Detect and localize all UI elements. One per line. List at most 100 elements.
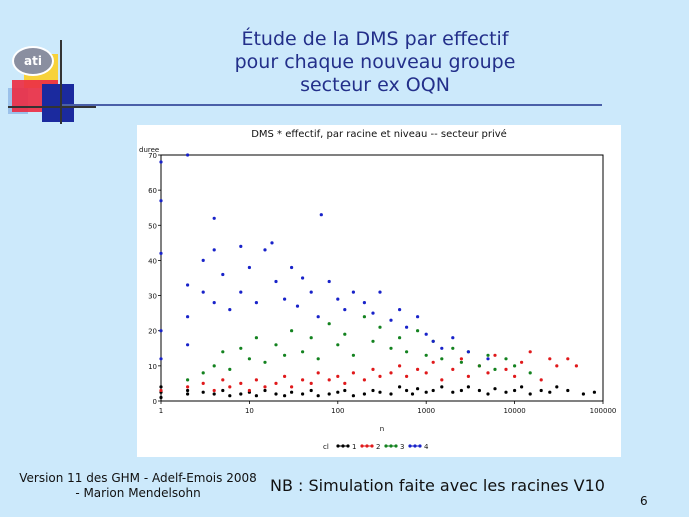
data-point-cl4 xyxy=(319,213,323,217)
legend-marker-cl1 xyxy=(346,444,350,448)
ati-logo: ati xyxy=(8,40,98,130)
logo-oval: ati xyxy=(12,46,54,76)
scatter-chart: DMS * effectif, par racine et niveau -- … xyxy=(137,125,621,457)
data-point-cl3 xyxy=(405,350,409,354)
data-point-cl1 xyxy=(221,388,225,393)
legend-marker-cl2 xyxy=(365,444,369,448)
data-point-cl3 xyxy=(513,364,517,368)
data-point-cl1 xyxy=(212,392,216,396)
legend-label-cl2: 2 xyxy=(376,443,380,451)
data-point-cl3 xyxy=(247,357,251,361)
data-point-cl4 xyxy=(263,248,267,252)
data-point-cl2 xyxy=(283,374,287,378)
footer-version-line2: - Marion Mendelsohn xyxy=(75,486,201,500)
data-point-cl1 xyxy=(581,392,585,396)
data-point-cl3 xyxy=(301,350,305,354)
data-point-cl4 xyxy=(159,329,163,333)
data-point-cl4 xyxy=(405,325,409,329)
data-point-cl2 xyxy=(327,378,331,382)
chart-title: DMS * effectif, par racine et niveau -- … xyxy=(251,128,507,140)
data-point-cl2 xyxy=(290,385,294,389)
data-point-cl1 xyxy=(371,388,375,393)
data-point-cl1 xyxy=(504,390,508,394)
legend-label-cl3: 3 xyxy=(400,443,404,451)
data-point-cl1 xyxy=(283,394,287,398)
data-point-cl1 xyxy=(539,388,543,393)
data-point-cl4 xyxy=(159,357,163,361)
data-point-cl2 xyxy=(362,378,366,382)
data-point-cl1 xyxy=(548,390,552,394)
data-point-cl2 xyxy=(239,381,243,385)
x-tick-label: 100 xyxy=(331,407,344,415)
data-point-cl1 xyxy=(336,390,340,394)
y-axis-label: duree xyxy=(139,146,159,154)
data-point-cl1 xyxy=(466,385,470,389)
legend-marker-cl3 xyxy=(384,444,388,448)
data-point-cl4 xyxy=(295,304,300,308)
data-point-cl2 xyxy=(212,388,216,393)
data-point-cl2 xyxy=(466,374,470,378)
legend-label-cl4: 4 xyxy=(424,443,429,451)
slide-title-line2: pour chaque nouveau groupe xyxy=(234,51,516,73)
data-point-cl2 xyxy=(201,381,205,385)
data-point-cl4 xyxy=(186,283,190,287)
legend-marker-cl4 xyxy=(408,444,412,448)
data-point-cl4 xyxy=(389,318,393,322)
data-point-cl2 xyxy=(301,378,305,382)
data-point-cl4 xyxy=(351,290,355,294)
x-tick-label: 1 xyxy=(159,407,163,415)
legend-marker-cl3 xyxy=(394,444,398,448)
data-point-cl4 xyxy=(301,276,305,280)
data-point-cl3 xyxy=(451,346,455,350)
data-point-cl2 xyxy=(486,371,490,375)
data-point-cl3 xyxy=(378,325,382,329)
x-tick-label: 100000 xyxy=(590,407,617,415)
data-point-cl1 xyxy=(327,392,331,396)
data-point-cl4 xyxy=(451,336,455,340)
data-point-cl2 xyxy=(274,381,278,385)
data-point-cl2 xyxy=(459,357,463,361)
data-point-cl2 xyxy=(539,378,543,382)
y-tick-label: 40 xyxy=(148,257,157,265)
data-point-cl3 xyxy=(477,364,481,368)
data-point-cl2 xyxy=(574,364,578,368)
footer-note: NB : Simulation faite avec les racines V… xyxy=(270,476,605,495)
data-point-cl1 xyxy=(201,390,205,394)
data-point-cl2 xyxy=(371,367,375,371)
slide-title-line1: Étude de la DMS par effectif xyxy=(241,28,509,50)
data-point-cl2 xyxy=(378,374,382,378)
data-point-cl3 xyxy=(493,367,497,371)
y-tick-label: 30 xyxy=(148,293,157,301)
data-point-cl1 xyxy=(290,390,294,394)
data-point-cl3 xyxy=(239,346,243,350)
data-point-cl1 xyxy=(416,387,420,391)
data-point-cl4 xyxy=(239,290,243,294)
data-point-cl1 xyxy=(520,385,524,389)
data-point-cl1 xyxy=(398,385,402,389)
data-point-cl2 xyxy=(221,378,225,382)
data-point-cl3 xyxy=(371,339,375,343)
data-point-cl3 xyxy=(416,329,420,333)
data-point-cl1 xyxy=(343,388,347,393)
data-point-cl2 xyxy=(263,385,267,389)
data-point-cl1 xyxy=(159,395,163,400)
data-point-cl2 xyxy=(254,378,258,382)
data-point-cl2 xyxy=(451,367,455,371)
y-tick-label: 0 xyxy=(153,398,157,406)
data-point-cl4 xyxy=(270,241,274,245)
data-point-cl3 xyxy=(424,353,428,357)
data-point-cl1 xyxy=(566,388,570,393)
data-point-cl2 xyxy=(528,350,532,354)
data-point-cl3 xyxy=(362,315,366,319)
data-point-cl3 xyxy=(274,343,278,347)
data-point-cl2 xyxy=(424,371,428,375)
data-point-cl4 xyxy=(378,290,382,294)
data-point-cl1 xyxy=(389,392,393,396)
data-point-cl4 xyxy=(440,346,444,350)
legend-marker-cl2 xyxy=(360,444,364,448)
data-point-cl2 xyxy=(316,371,320,375)
data-point-cl4 xyxy=(466,350,470,354)
title-rule xyxy=(62,104,602,106)
chart-svg: DMS * effectif, par racine et niveau -- … xyxy=(139,128,617,451)
data-point-cl4 xyxy=(212,301,216,305)
